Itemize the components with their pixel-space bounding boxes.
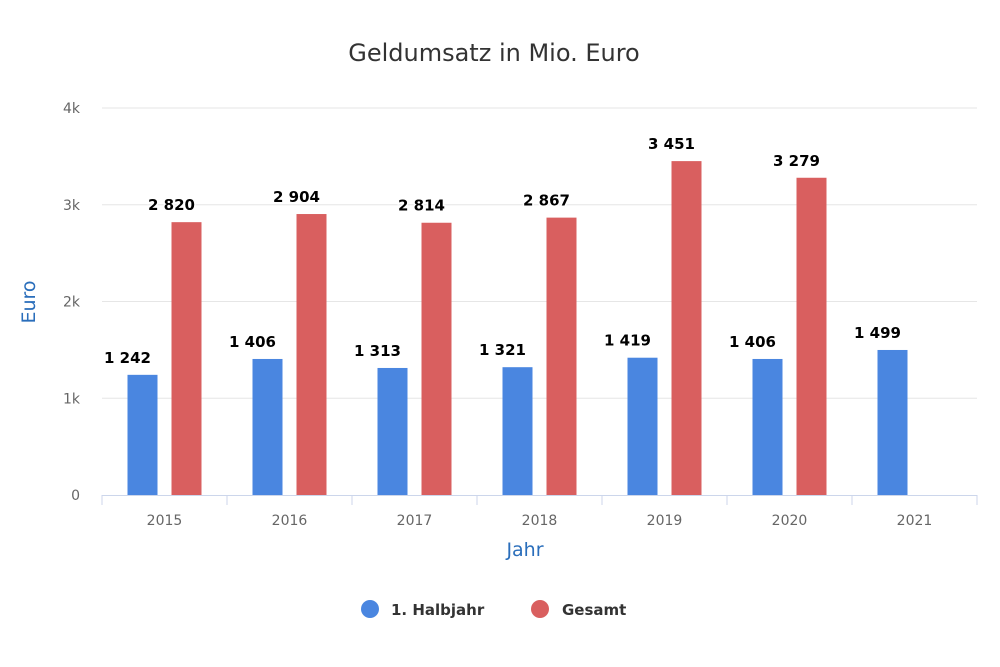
bar: [627, 357, 658, 495]
data-label: 2 814: [398, 197, 445, 215]
x-axis: 2015 2016 2017 2018 2019 2020 2021: [101, 495, 978, 529]
data-label: 1 321: [479, 341, 526, 359]
legend-label: Gesamt: [562, 601, 626, 619]
y-tick-label: 0: [71, 488, 80, 504]
legend-label: 1. Halbjahr: [391, 601, 485, 619]
bar: [171, 222, 202, 496]
data-label: 2 820: [148, 196, 195, 214]
legend: 1. Halbjahr Gesamt: [361, 600, 626, 619]
bar: [127, 374, 158, 495]
data-label: 1 406: [229, 333, 276, 351]
bar: [877, 349, 908, 495]
x-axis-title: Jahr: [505, 539, 543, 561]
bar: [421, 222, 452, 496]
data-label: 1 499: [854, 324, 901, 342]
legend-marker: [531, 600, 549, 618]
bar: [296, 214, 327, 495]
y-axis-ticks: 0 1k 2k 3k 4k: [63, 101, 81, 504]
data-labels: 1 242 1 406 1 313 1 321 1 419 1 406 1 499 2 820…: [103, 134, 903, 369]
bar: [546, 217, 577, 496]
data-label: 1 242: [104, 349, 151, 367]
bar: [671, 161, 702, 495]
x-tick-label: 2019: [647, 513, 683, 529]
y-tick-label: 4k: [63, 101, 81, 117]
bar: [377, 367, 408, 495]
data-label: 2 867: [523, 192, 570, 210]
data-label: 1 313: [354, 342, 401, 360]
y-tick-label: 3k: [63, 198, 81, 214]
data-label: 2 904: [273, 188, 320, 206]
legend-marker: [361, 600, 379, 618]
data-label: 3 451: [648, 135, 695, 153]
bar: [752, 358, 783, 495]
x-tick-label: 2020: [772, 513, 808, 529]
x-tick-label: 2021: [897, 513, 933, 529]
bar: [796, 177, 827, 495]
gridlines: [102, 107, 977, 399]
x-tick-label: 2015: [147, 513, 183, 529]
bar: [252, 358, 283, 495]
y-axis-title: Euro: [18, 280, 40, 323]
data-label: 1 406: [729, 333, 776, 351]
data-label: 3 279: [773, 152, 820, 170]
x-tick-label: 2016: [272, 513, 308, 529]
x-tick-label: 2018: [522, 513, 558, 529]
bar: [502, 367, 533, 495]
data-label: 1 419: [604, 332, 651, 350]
chart-title: Geldumsatz in Mio. Euro: [348, 39, 640, 67]
y-tick-label: 2k: [63, 295, 81, 311]
x-tick-label: 2017: [397, 513, 433, 529]
bars: [127, 161, 908, 496]
y-tick-label: 1k: [63, 391, 81, 407]
